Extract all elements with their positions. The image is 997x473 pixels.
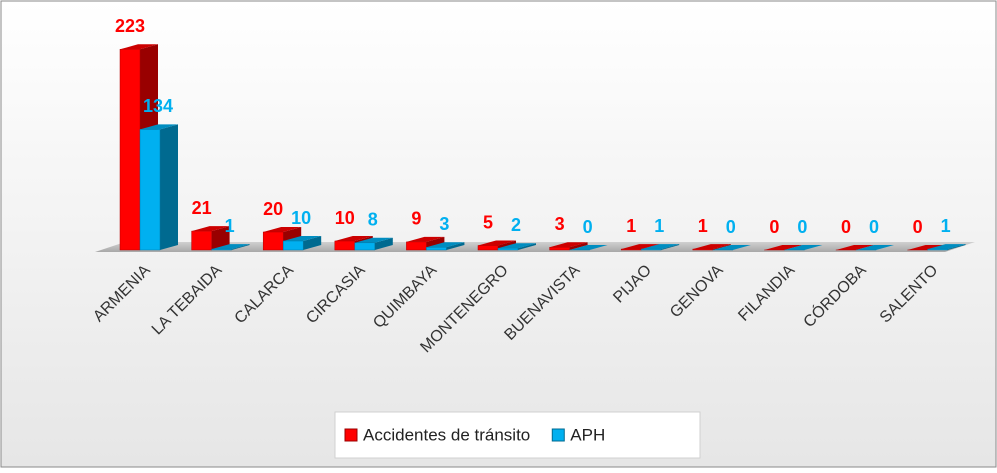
data-label: 10 [335, 208, 355, 228]
bar [621, 249, 641, 250]
data-label: 0 [869, 217, 879, 237]
data-label: 0 [913, 217, 923, 237]
data-label: 1 [225, 216, 235, 236]
data-label: 0 [797, 217, 807, 237]
bar [498, 248, 518, 250]
data-label: 1 [626, 216, 636, 236]
data-label: 1 [654, 216, 664, 236]
legend-label: APH [570, 425, 605, 444]
bar-side [160, 124, 178, 250]
data-label: 134 [143, 96, 173, 116]
bar [928, 249, 948, 250]
bar [641, 249, 661, 250]
data-label: 3 [439, 214, 449, 234]
legend-swatch [552, 429, 564, 441]
bar [283, 241, 303, 250]
bar [212, 249, 232, 250]
data-label: 0 [841, 217, 851, 237]
bar [426, 247, 446, 250]
bar [192, 231, 212, 250]
bar [263, 232, 283, 250]
bar [140, 129, 160, 250]
legend-label: Accidentes de tránsito [363, 425, 530, 444]
bar [693, 249, 713, 250]
data-label: 2 [511, 215, 521, 235]
data-label: 1 [698, 216, 708, 236]
data-label: 21 [192, 198, 212, 218]
legend-swatch [345, 429, 357, 441]
data-label: 0 [726, 217, 736, 237]
data-label: 20 [263, 199, 283, 219]
data-label: 0 [769, 217, 779, 237]
data-label: 3 [555, 214, 565, 234]
bar [335, 241, 355, 250]
data-label: 5 [483, 212, 493, 232]
data-label: 223 [115, 16, 145, 36]
bar [550, 247, 570, 250]
bar [120, 49, 140, 250]
bar [355, 243, 375, 250]
bar [478, 246, 498, 251]
data-label: 1 [941, 216, 951, 236]
data-label: 9 [411, 209, 421, 229]
bar [406, 242, 426, 250]
data-label: 0 [583, 217, 593, 237]
data-label: 8 [368, 210, 378, 230]
data-label: 10 [291, 208, 311, 228]
